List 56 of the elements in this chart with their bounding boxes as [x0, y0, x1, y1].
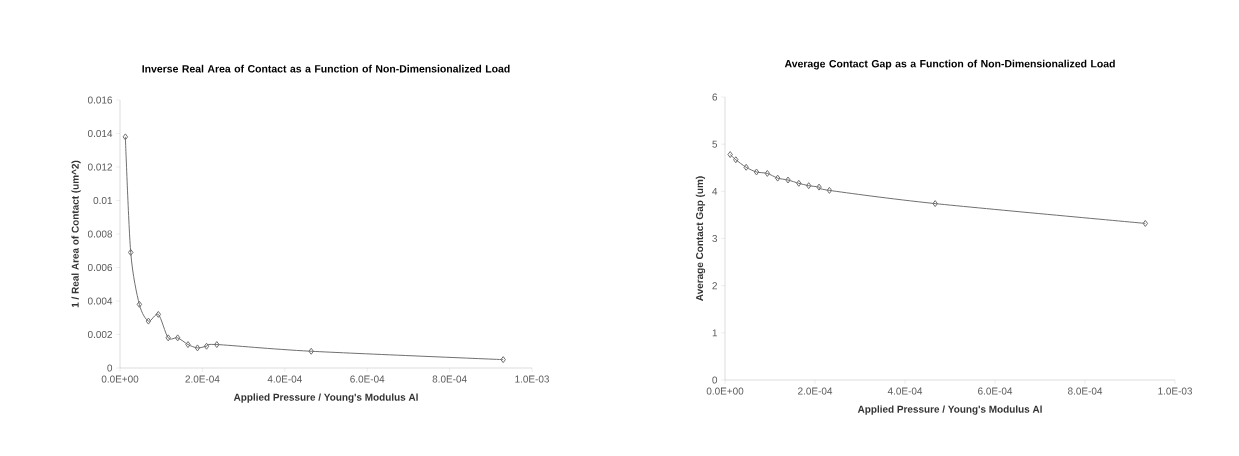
- y-tick-label: 4: [712, 187, 718, 195]
- y-axis-title: 1 / Real Area of Contact (um^2): [71, 160, 81, 308]
- y-tick-label: 0.006: [87, 263, 113, 272]
- point: [214, 341, 220, 349]
- x-tick-label: 2.0E-04: [798, 387, 833, 395]
- point: [127, 248, 134, 256]
- y-tick-label: 0.014: [87, 129, 113, 138]
- point: [136, 300, 143, 308]
- y-tick-label: 0: [107, 364, 113, 372]
- x-axis-title: Applied Pressure / Young's Modulus Al: [857, 405, 1042, 415]
- x-tick-label: 1.0E-03: [515, 375, 550, 383]
- point: [753, 168, 760, 176]
- chart-title: Average Contact Gap as a Function of Non-Dimensionalized Load: [784, 59, 1115, 70]
- point: [308, 347, 314, 355]
- x-tick-label: 6.0E-04: [350, 375, 385, 383]
- point: [774, 174, 781, 182]
- point: [796, 179, 802, 187]
- x-tick-label: 8.0E-04: [432, 375, 467, 383]
- x-tick-label: 0.0E+00: [101, 375, 139, 383]
- point: [203, 342, 210, 350]
- y-tick-label: 0.008: [87, 230, 113, 238]
- y-tick-label: 1: [712, 329, 718, 337]
- y-tick-label: 0.012: [87, 163, 112, 171]
- point: [785, 176, 791, 184]
- chart-title: Inverse Real Area of Contact as a Function of Non-Dimensionalized Load: [142, 64, 510, 73]
- point: [145, 317, 152, 325]
- y-tick-label: 0.01: [93, 196, 112, 205]
- x-tick-label: 2.0E-04: [185, 375, 220, 383]
- point: [733, 156, 739, 164]
- x-tick-label: 0.0E+00: [706, 387, 744, 395]
- x-tick-label: 8.0E-04: [1068, 387, 1103, 395]
- point: [743, 163, 749, 171]
- point: [764, 169, 771, 177]
- x-tick-label: 4.0E-04: [887, 387, 923, 395]
- x-tick-label: 6.0E-04: [978, 387, 1013, 395]
- y-tick-label: 5: [712, 140, 718, 148]
- y-tick-label: 0: [712, 376, 718, 384]
- y-tick-label: 0.002: [87, 330, 112, 339]
- y-tick-label: 3: [712, 234, 718, 243]
- point: [185, 341, 191, 349]
- y-tick-label: 0.016: [87, 96, 113, 104]
- y-tick-label: 6: [712, 93, 718, 101]
- point: [155, 310, 162, 318]
- point: [165, 334, 171, 342]
- point: [174, 334, 181, 342]
- point: [194, 344, 201, 352]
- x-tick-label: 1.0E-03: [1158, 387, 1193, 395]
- point: [805, 182, 812, 190]
- y-axis-title: Average Contact Gap (um): [695, 176, 706, 301]
- y-tick-label: 0.004: [87, 297, 113, 305]
- x-axis-title: Applied Pressure / Young's Modulus Al: [233, 393, 418, 403]
- point: [816, 183, 822, 191]
- point: [932, 200, 938, 208]
- point: [826, 186, 833, 194]
- y-tick-label: 2: [712, 282, 717, 290]
- x-tick-label: 4.0E-04: [267, 375, 302, 383]
